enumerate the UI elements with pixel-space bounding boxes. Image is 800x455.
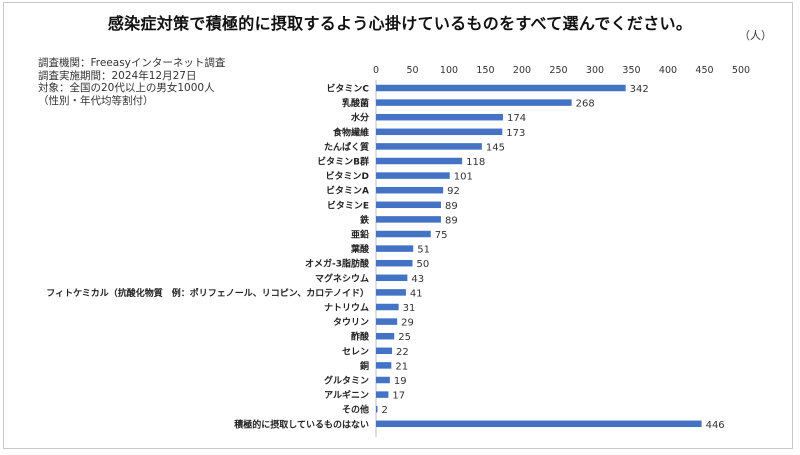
value-label: 268 bbox=[576, 99, 595, 110]
survey-line: 調査実施期間：2024年12月27日 bbox=[38, 69, 197, 82]
x-tick-label: 200 bbox=[513, 65, 531, 76]
value-label: 101 bbox=[454, 172, 473, 183]
value-label: 145 bbox=[486, 142, 505, 153]
bar bbox=[376, 274, 408, 282]
category-label: ビタミンD bbox=[326, 170, 369, 182]
category-label: その他 bbox=[342, 404, 369, 416]
bar bbox=[376, 391, 389, 398]
category-label: ビタミンC bbox=[326, 83, 369, 95]
category-label: ナトリウム bbox=[324, 303, 369, 314]
value-label: 75 bbox=[435, 230, 448, 241]
bar bbox=[376, 201, 441, 209]
bar bbox=[376, 230, 431, 238]
x-tick-label: 150 bbox=[476, 65, 494, 76]
value-label: 446 bbox=[706, 420, 725, 431]
bar bbox=[376, 113, 504, 121]
category-label: タウリン bbox=[333, 316, 369, 328]
x-tick-label: 450 bbox=[695, 65, 713, 76]
bar bbox=[376, 347, 393, 355]
chart-frame bbox=[3, 2, 793, 449]
value-label: 43 bbox=[411, 274, 424, 285]
category-label: セレン bbox=[342, 346, 369, 357]
value-label: 2 bbox=[381, 405, 387, 416]
category-label: 積極的に摂取しているものはない bbox=[233, 418, 369, 430]
category-label: 銅 bbox=[360, 360, 369, 372]
survey-line: 対象：全国の20代以上の男女1000人 bbox=[38, 82, 215, 94]
x-tick-label: 250 bbox=[549, 65, 567, 76]
value-label: 50 bbox=[417, 259, 430, 270]
survey-line: （性別・年代均等割付） bbox=[38, 94, 154, 107]
value-label: 118 bbox=[466, 157, 485, 168]
category-label: アルギニン bbox=[324, 389, 369, 401]
category-label: 葉酸 bbox=[350, 243, 370, 255]
bar bbox=[376, 405, 378, 413]
value-label: 19 bbox=[394, 376, 407, 387]
bar bbox=[376, 332, 395, 340]
bar bbox=[376, 303, 399, 311]
survey-info: 調査機関：Freeasyインターネット調査 調査実施期間：2024年12月27日… bbox=[38, 57, 225, 107]
bar bbox=[376, 216, 441, 223]
bar bbox=[376, 84, 626, 92]
value-label: 21 bbox=[395, 361, 408, 372]
category-label: 亜鉛 bbox=[351, 229, 369, 241]
chart-title: 感染症対策で積極的に摂取するよう心掛けているものをすべて選んでください。 bbox=[107, 14, 693, 33]
bar bbox=[376, 172, 450, 179]
bar bbox=[376, 259, 413, 267]
x-tick-label: 400 bbox=[659, 65, 677, 76]
value-label: 89 bbox=[445, 201, 458, 212]
bar bbox=[376, 420, 702, 428]
x-tick-label: 300 bbox=[586, 65, 604, 76]
bar bbox=[376, 289, 406, 296]
category-label: 酢酸 bbox=[351, 331, 370, 343]
category-label: マグネシウム bbox=[315, 272, 369, 284]
bar bbox=[376, 362, 392, 369]
category-label: グルタミン bbox=[324, 375, 369, 387]
x-tick-label: 500 bbox=[732, 65, 750, 76]
value-label: 173 bbox=[506, 128, 525, 139]
value-label: 41 bbox=[410, 288, 423, 299]
value-label: 22 bbox=[396, 347, 409, 358]
value-label: 89 bbox=[445, 215, 458, 226]
bar bbox=[376, 318, 398, 325]
category-label: たんぱく質 bbox=[324, 141, 369, 153]
bar bbox=[376, 99, 572, 106]
category-label: ビタミンB群 bbox=[317, 156, 369, 168]
category-label: 鉄 bbox=[360, 214, 370, 226]
value-label: 174 bbox=[507, 113, 526, 124]
value-label: 29 bbox=[401, 318, 414, 329]
bar bbox=[376, 128, 503, 136]
category-label: 乳酸菌 bbox=[342, 97, 369, 109]
value-label: 31 bbox=[403, 303, 416, 314]
category-label: ビタミンA bbox=[326, 185, 369, 197]
bar bbox=[376, 245, 414, 252]
value-label: 51 bbox=[417, 245, 430, 256]
value-label: 342 bbox=[630, 84, 649, 95]
value-label: 25 bbox=[398, 332, 411, 343]
survey-line: 調査機関：Freeasyインターネット調査 bbox=[38, 57, 226, 69]
category-label: オメガ-3脂肪酸 bbox=[305, 258, 370, 270]
unit-label: （人） bbox=[739, 29, 772, 42]
bar bbox=[376, 143, 482, 150]
bar bbox=[376, 157, 463, 165]
category-label: 水分 bbox=[351, 112, 369, 124]
x-tick-label: 100 bbox=[440, 65, 458, 76]
bar bbox=[376, 376, 390, 384]
bar bbox=[376, 186, 444, 194]
value-label: 92 bbox=[447, 186, 460, 197]
x-tick-label: 350 bbox=[622, 65, 640, 76]
value-label: 17 bbox=[392, 391, 405, 402]
x-tick-label: 50 bbox=[406, 65, 418, 76]
category-label: ビタミンE bbox=[327, 199, 369, 211]
x-tick-label: 0 bbox=[373, 65, 379, 76]
category-label: フィトケミカル（抗酸化物質 例：ポリフェノール、リコピン、カロテノイド） bbox=[46, 287, 369, 299]
category-label: 食物繊維 bbox=[332, 126, 369, 138]
